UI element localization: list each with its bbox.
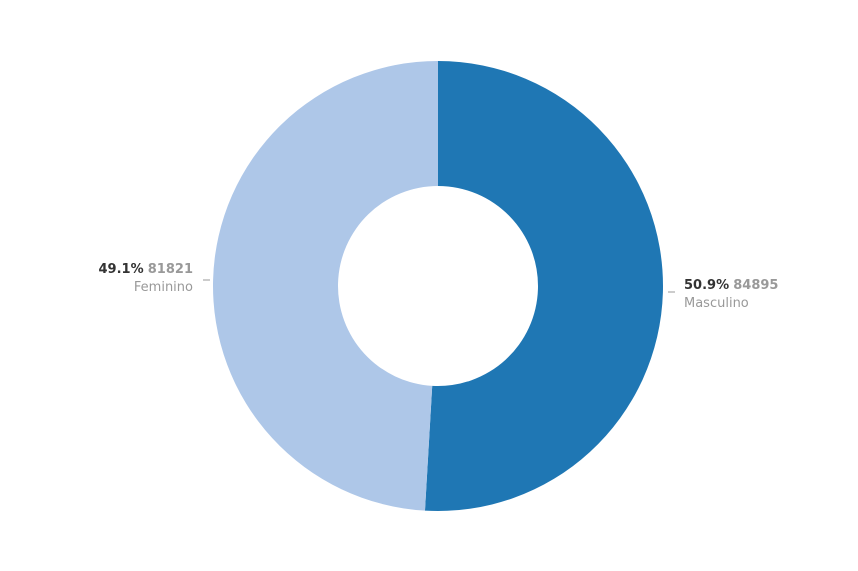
value-label: 81821 bbox=[147, 262, 193, 277]
label-feminino: 49.1% 81821 Feminino bbox=[99, 261, 193, 297]
slice-masculino bbox=[424, 61, 663, 511]
label-masculino: 50.9% 84895 Masculino bbox=[684, 277, 778, 313]
slice-name-label: Feminino bbox=[133, 280, 193, 295]
slice-name-label: Masculino bbox=[684, 296, 749, 311]
percent-label: 49.1% bbox=[98, 262, 144, 277]
slice-feminino bbox=[212, 61, 438, 511]
value-label: 84895 bbox=[733, 278, 779, 293]
percent-label: 50.9% bbox=[684, 278, 730, 293]
